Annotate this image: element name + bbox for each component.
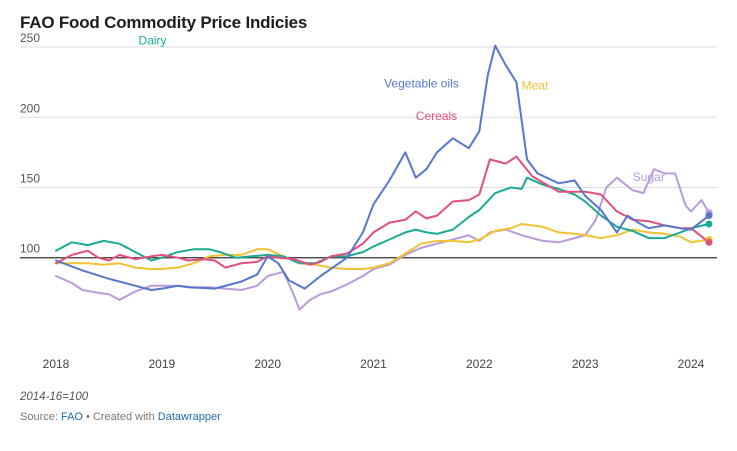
end-point-dairy xyxy=(705,220,713,228)
series-line-dairy xyxy=(55,176,710,265)
series-label-sugar: Sugar xyxy=(633,170,665,184)
y-tick-label: 150 xyxy=(20,171,40,185)
end-point-cereals xyxy=(705,238,713,246)
series-label-cereals: Cereals xyxy=(416,109,457,123)
series-line-sugar xyxy=(55,168,710,311)
y-tick-label: 200 xyxy=(20,101,40,115)
series-label-meat: Meat xyxy=(522,79,549,93)
x-tick-label: 2021 xyxy=(360,357,387,371)
x-tick-label: 2020 xyxy=(254,357,281,371)
x-tick-label: 2024 xyxy=(678,357,705,371)
series-line-vegetable-oils xyxy=(55,44,710,291)
x-tick-label: 2022 xyxy=(466,357,493,371)
x-tick-label: 2023 xyxy=(572,357,599,371)
chart-title: FAO Food Commodity Price Indicies xyxy=(20,13,308,32)
series-label-vegetable-oils: Vegetable oils xyxy=(384,77,459,91)
datawrapper-link[interactable]: Datawrapper xyxy=(157,411,221,423)
series-label-dairy: Dairy xyxy=(139,34,167,48)
created-with-text: • Created with xyxy=(82,411,158,423)
y-tick-label: 250 xyxy=(20,31,40,45)
series-line-meat xyxy=(55,223,710,270)
end-point-vegetable-oils xyxy=(705,212,713,220)
y-tick-label: 100 xyxy=(20,242,40,256)
source-link[interactable]: FAO xyxy=(60,411,83,423)
source-line: Source: FAO • Created with Datawrapper xyxy=(20,411,221,423)
x-tick-label: 2018 xyxy=(43,357,70,371)
base-note: 2014-16=100 xyxy=(20,391,89,403)
source-prefix: Source: xyxy=(20,411,61,423)
series-line-cereals xyxy=(55,155,710,269)
x-tick-label: 2019 xyxy=(148,357,175,371)
